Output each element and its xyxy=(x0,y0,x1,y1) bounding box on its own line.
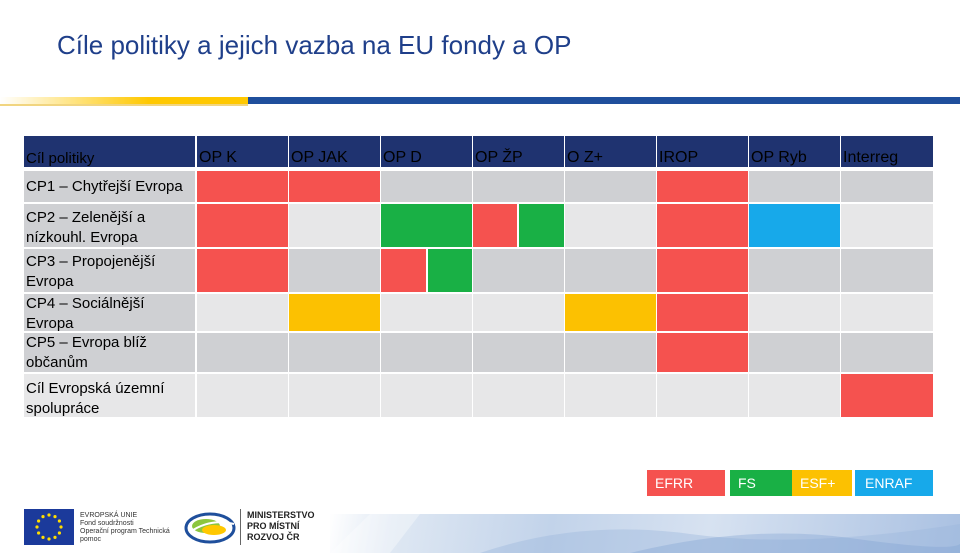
cell-ets-op-jak xyxy=(289,374,380,417)
cell-cp4-op-d xyxy=(381,294,472,331)
cell-cp5-op-jak xyxy=(289,333,380,372)
column-header-o-z: O Z+ xyxy=(565,136,656,167)
cell-cp3-op-zp xyxy=(473,249,564,292)
legend-enraf: ENRAF xyxy=(855,470,933,496)
column-header-op-jak: OP JAK xyxy=(289,136,380,167)
column-header-cil-politiky: Cíl politiky xyxy=(24,136,195,167)
cell-cp4-irop xyxy=(657,294,748,331)
cell-cp2-o-z xyxy=(565,204,656,247)
cell-cp2-irop xyxy=(657,204,748,247)
decorative-footer-band xyxy=(330,514,960,553)
row-label-territorial: Cíl Evropská územní spolupráce xyxy=(24,374,195,417)
cell-cp1-op-jak xyxy=(289,171,380,202)
cell-cp3-op-d-efrr xyxy=(381,249,426,292)
logo-separator xyxy=(240,509,241,545)
cell-cp4-o-z xyxy=(565,294,656,331)
column-header-interreg: Interreg xyxy=(841,136,933,167)
legend-efrr: EFRR xyxy=(647,470,725,496)
cell-cp3-op-jak xyxy=(289,249,380,292)
cell-ets-op-k xyxy=(197,374,288,417)
eu-fund-text: EVROPSKÁ UNIE Fond soudržnosti Operační … xyxy=(80,512,180,544)
row-label-cp1: CP1 – Chytřejší Evropa xyxy=(24,171,195,202)
column-header-op-zp: OP ŽP xyxy=(473,136,564,167)
cell-cp3-op-d-fs xyxy=(428,249,472,292)
cell-cp1-op-zp xyxy=(473,171,564,202)
cell-ets-op-zp xyxy=(473,374,564,417)
cell-cp3-interreg xyxy=(841,249,933,292)
cell-cp3-o-z xyxy=(565,249,656,292)
column-header-op-k: OP K xyxy=(197,136,288,167)
cell-cp5-op-k xyxy=(197,333,288,372)
cell-cp1-op-d xyxy=(381,171,472,202)
row-label-cp4: CP4 – Sociálnější Evropa xyxy=(24,294,195,331)
row-label-cp2: CP2 – Zelenější a nízkouhl. Evropa xyxy=(24,204,195,247)
cell-cp3-op-k xyxy=(197,249,288,292)
mmr-logo-icon xyxy=(184,510,240,546)
cell-cp4-op-jak xyxy=(289,294,380,331)
cell-cp2-op-zp-efrr xyxy=(473,204,517,247)
cell-ets-interreg xyxy=(841,374,933,417)
slide-title: Cíle politiky a jejich vazba na EU fondy… xyxy=(57,30,571,61)
cell-ets-o-z xyxy=(565,374,656,417)
cell-cp4-op-k xyxy=(197,294,288,331)
cell-cp2-op-jak xyxy=(289,204,380,247)
title-underline-yellow xyxy=(0,97,248,104)
cell-cp1-interreg xyxy=(841,171,933,202)
legend-fs: FS xyxy=(730,470,792,496)
cell-ets-op-ryb xyxy=(749,374,840,417)
cell-cp1-op-ryb xyxy=(749,171,840,202)
cell-cp5-op-d xyxy=(381,333,472,372)
cell-cp5-interreg xyxy=(841,333,933,372)
mmr-line-2: PRO MÍSTNÍ xyxy=(247,521,315,532)
cell-cp5-o-z xyxy=(565,333,656,372)
mmr-line-1: MINISTERSTVO xyxy=(247,510,315,521)
cell-cp2-op-zp-fs xyxy=(519,204,564,247)
cell-cp2-interreg xyxy=(841,204,933,247)
row-label-cp3: CP3 – Propojenější Evropa xyxy=(24,249,195,292)
title-underline-thin xyxy=(0,104,248,106)
cell-cp1-irop xyxy=(657,171,748,202)
cell-cp5-op-zp xyxy=(473,333,564,372)
eu-line-3: Operační program Technická pomoc xyxy=(80,528,180,544)
cell-cp5-irop xyxy=(657,333,748,372)
cell-ets-op-d xyxy=(381,374,472,417)
cell-ets-irop xyxy=(657,374,748,417)
cell-cp4-op-ryb xyxy=(749,294,840,331)
eu-line-1: EVROPSKÁ UNIE xyxy=(80,512,180,520)
ministry-text: MINISTERSTVO PRO MÍSTNÍ ROZVOJ ČR xyxy=(247,510,315,543)
title-underline-blue xyxy=(248,97,960,104)
row-label-cp5: CP5 – Evropa blíž občanům xyxy=(24,333,195,372)
cell-cp1-op-k xyxy=(197,171,288,202)
column-header-op-d: OP D xyxy=(381,136,472,167)
cell-cp4-interreg xyxy=(841,294,933,331)
eu-line-2: Fond soudržnosti xyxy=(80,520,180,528)
cell-cp2-op-k xyxy=(197,204,288,247)
cell-cp4-op-zp xyxy=(473,294,564,331)
cell-cp3-irop xyxy=(657,249,748,292)
column-header-irop: IROP xyxy=(657,136,748,167)
mmr-line-3: ROZVOJ ČR xyxy=(247,532,315,543)
eu-flag-icon xyxy=(24,509,74,545)
cell-cp2-op-d xyxy=(381,204,472,247)
cell-cp5-op-ryb xyxy=(749,333,840,372)
cell-cp2-op-ryb xyxy=(749,204,840,247)
legend-esf: ESF+ xyxy=(792,470,852,496)
column-header-op-ryb: OP Ryb xyxy=(749,136,840,167)
cell-cp3-op-ryb xyxy=(749,249,840,292)
cell-cp1-o-z xyxy=(565,171,656,202)
